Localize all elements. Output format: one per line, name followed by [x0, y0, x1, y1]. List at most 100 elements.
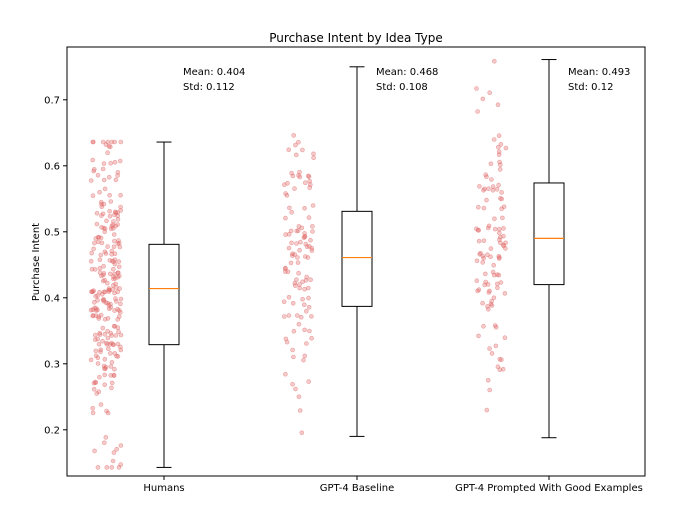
scatter-point [112, 238, 117, 244]
scatter-point [285, 181, 290, 186]
scatter-point [113, 177, 119, 183]
scatter-point [104, 465, 110, 470]
scatter-point [107, 271, 113, 277]
scatter-point [485, 225, 491, 231]
scatter-point [92, 240, 97, 246]
scatter-point [309, 335, 314, 341]
x-tick-label: GPT-4 Baseline [320, 483, 395, 494]
scatter-point [108, 160, 113, 166]
scatter-point [300, 296, 305, 302]
scatter-point [113, 281, 118, 287]
scatter-point [109, 465, 115, 470]
scatter-point [301, 302, 307, 308]
scatter-point [306, 174, 312, 180]
scatter-point [495, 102, 501, 107]
scatter-point [103, 300, 109, 305]
scatter-point [93, 353, 99, 359]
axes-frame [66, 46, 646, 477]
scatter-point [92, 337, 98, 342]
scatter-point [97, 265, 103, 271]
scatter-point [100, 325, 106, 331]
scatter-point [495, 285, 500, 291]
scatter-point [306, 304, 312, 310]
scatter-point [498, 280, 504, 285]
scatter-point [97, 289, 102, 295]
mean-annotation: Mean: 0.404 [183, 67, 245, 78]
scatter-point [91, 288, 96, 294]
scatter-point [109, 251, 114, 257]
stats-annotations: Mean: 0.404 Std: 0.112 Mean: 0.468 Std: 0.1… [183, 67, 630, 93]
scatter-point [108, 364, 114, 369]
scatter-point [304, 274, 310, 280]
scatter-point [302, 180, 308, 185]
scatter-point [286, 245, 292, 251]
scatter-point [98, 252, 104, 258]
scatter-point [496, 226, 502, 232]
scatter-point [297, 169, 302, 175]
std-annotation: Std: 0.108 [376, 82, 428, 93]
y-tick-label: 0.7 [44, 95, 60, 106]
scatter-point [289, 210, 295, 215]
scatter-point [294, 241, 299, 246]
std-annotation: Std: 0.112 [183, 82, 235, 93]
scatter-point [101, 278, 106, 284]
scatter-point [302, 234, 308, 239]
scatter-point [481, 238, 487, 244]
chart-title: Purchase Intent by Idea Type [269, 31, 442, 45]
scatter-point [496, 133, 502, 138]
scatter-point [94, 210, 100, 216]
scatter-point [102, 440, 107, 446]
scatter-point [500, 366, 506, 372]
scatter-point [297, 408, 303, 413]
scatter-point [307, 185, 313, 190]
scatter-point [291, 354, 296, 360]
scatter-point [281, 299, 287, 305]
scatter-point [90, 157, 95, 163]
scatter-point [111, 323, 117, 329]
scatter-point [492, 323, 498, 328]
scatter-point [299, 430, 305, 436]
scatter-point [481, 323, 486, 329]
scatter-point [95, 297, 100, 303]
scatter-point [283, 371, 288, 377]
scatter-point [95, 465, 101, 470]
scatter-point [98, 312, 104, 318]
scatter-point [309, 314, 314, 319]
scatter-point [488, 161, 494, 167]
scatter-point [293, 386, 298, 392]
y-axis-ticks: 0.2 0.3 0.4 0.5 0.6 0.7 [44, 95, 67, 436]
scatter-point [303, 241, 309, 247]
scatter-point [100, 166, 106, 172]
scatter-point [95, 293, 100, 298]
scatter-point [503, 240, 508, 246]
mean-annotation: Mean: 0.468 [376, 67, 438, 78]
scatter-point [91, 139, 96, 145]
scatter-point [491, 137, 497, 142]
mean-annotation: Mean: 0.493 [568, 67, 630, 78]
scatter-point [291, 328, 297, 334]
scatter-point [106, 287, 112, 293]
scatter-point [99, 225, 104, 230]
scatter-point [116, 264, 122, 270]
scatter-point [484, 407, 490, 413]
scatter-point [497, 240, 503, 246]
scatter-point [503, 145, 509, 151]
scatter-point [95, 361, 101, 366]
scatter-point [93, 236, 99, 241]
scatter-point [496, 152, 502, 157]
scatter-point [118, 204, 123, 210]
scatter-point [295, 260, 301, 265]
scatter-point [97, 332, 103, 337]
scatter-point [95, 172, 101, 178]
scatter-point [302, 254, 308, 259]
scatter-point [493, 343, 499, 349]
scatter-point [496, 230, 502, 236]
scatter-point [109, 360, 115, 365]
scatter-point [481, 188, 486, 193]
scatter-point [117, 158, 123, 164]
scatter-point [108, 199, 114, 204]
scatter-point [487, 387, 493, 393]
scatter-point [96, 239, 101, 245]
scatter-point [107, 214, 113, 219]
scatter-point [112, 308, 117, 313]
